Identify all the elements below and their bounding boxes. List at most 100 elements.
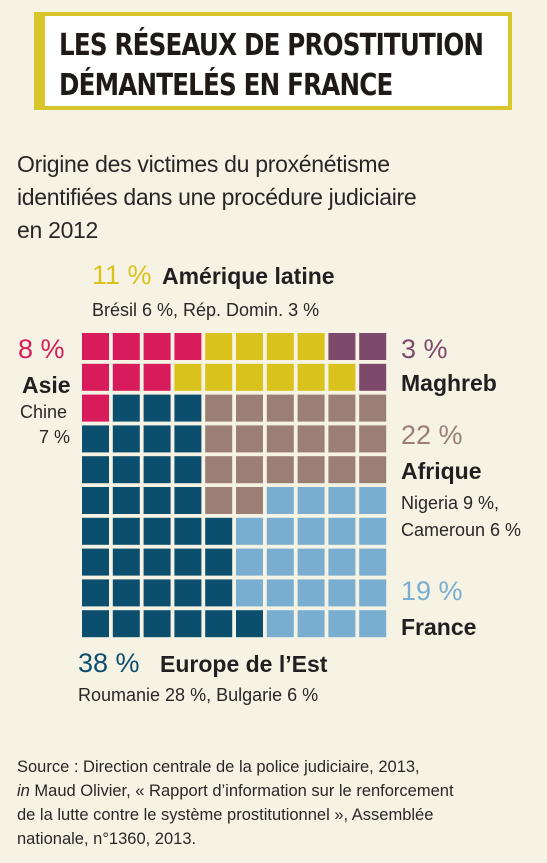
waffle-cell-afrique <box>236 456 263 484</box>
waffle-cell-europe-de-l-est <box>112 487 140 514</box>
waffle-cell-france <box>266 517 294 545</box>
waffle-cell-afrique <box>359 394 387 422</box>
waffle-cell-europe-de-l-est <box>174 394 202 422</box>
waffle-cell-europe-de-l-est <box>82 425 109 453</box>
waffle-cell-europe-de-l-est <box>112 456 140 484</box>
waffle-cell-france <box>266 487 294 514</box>
waffle-cell-amerique-latine <box>297 363 325 391</box>
waffle-cell-europe-de-l-est <box>236 610 263 638</box>
waffle-cell-france <box>297 487 325 514</box>
waffle-cell-france <box>266 548 294 576</box>
waffle-cell-afrique <box>236 487 263 514</box>
source-line-3: de la lutte contre le système prostituti… <box>17 806 434 824</box>
waffle-cell-maghreb <box>359 363 387 391</box>
waffle-cell-europe-de-l-est <box>205 548 233 576</box>
waffle-cell-afrique <box>328 394 356 422</box>
waffle-cell-amerique-latine <box>297 333 325 360</box>
amerique-region: Amérique latine <box>162 263 335 289</box>
waffle-cell-afrique <box>266 394 294 422</box>
source-line-1: Source : Direction centrale de la police… <box>17 758 420 776</box>
waffle-cell-afrique <box>205 456 233 484</box>
europe-detail: Roumanie 28 %, Bulgarie 6 % <box>78 685 319 705</box>
source-line-2: Maud Olivier, « Rapport d’information su… <box>29 782 454 800</box>
waffle-cell-france <box>328 487 356 514</box>
waffle-cell-france <box>297 610 325 638</box>
asie-detail-1: Chine <box>20 402 68 422</box>
waffle-cell-europe-de-l-est <box>143 548 171 576</box>
waffle-cell-afrique <box>266 456 294 484</box>
waffle-cell-france <box>297 548 325 576</box>
waffle-cell-afrique <box>236 394 263 422</box>
waffle-cell-amerique-latine <box>328 363 356 391</box>
page-title-line-2: DÉMANTELÉS EN FRANCE <box>59 68 393 103</box>
afrique-pct: 22 % <box>401 420 463 450</box>
waffle-cell-europe-de-l-est <box>174 548 202 576</box>
waffle-cell-europe-de-l-est <box>174 425 202 453</box>
page-title-line-1: LES RÉSEAUX DE PROSTITUTION <box>59 28 484 63</box>
waffle-cell-amerique-latine <box>205 333 233 360</box>
waffle-cell-afrique <box>297 425 325 453</box>
waffle-cell-europe-de-l-est <box>112 517 140 545</box>
waffle-cell-france <box>328 517 356 545</box>
waffle-cell-france <box>328 548 356 576</box>
waffle-cell-france <box>359 610 387 638</box>
waffle-cell-france <box>236 517 263 545</box>
chart-subtitle: Origine des victimes du proxénétisme ide… <box>17 148 537 247</box>
waffle-cell-europe-de-l-est <box>82 548 109 576</box>
title-box: LES RÉSEAUX DE PROSTITUTION DÉMANTELÉS E… <box>34 12 512 110</box>
waffle-cell-europe-de-l-est <box>143 487 171 514</box>
asie-pct: 8 % <box>18 334 65 364</box>
asie-detail-2: 7 % <box>39 427 71 447</box>
afrique-region: Afrique <box>401 458 482 484</box>
waffle-cell-france <box>236 548 263 576</box>
label-europe-est: 38 % Europe de l’Est <box>78 648 327 679</box>
waffle-cell-amerique-latine <box>266 363 294 391</box>
waffle-cell-france <box>266 579 294 607</box>
waffle-cell-amerique-latine <box>236 333 263 360</box>
waffle-cell-asie <box>112 333 140 360</box>
waffle-cell-asie <box>112 363 140 391</box>
waffle-cell-afrique <box>297 456 325 484</box>
waffle-cell-france <box>328 579 356 607</box>
waffle-cell-europe-de-l-est <box>174 579 202 607</box>
waffle-cell-france <box>297 579 325 607</box>
waffle-cell-europe-de-l-est <box>143 425 171 453</box>
waffle-cell-france <box>297 517 325 545</box>
waffle-cell-europe-de-l-est <box>205 517 233 545</box>
waffle-cell-europe-de-l-est <box>174 456 202 484</box>
waffle-cell-asie <box>143 333 171 360</box>
amerique-detail: Brésil 6 %, Rép. Domin. 3 % <box>92 300 320 320</box>
waffle-cell-europe-de-l-est <box>112 425 140 453</box>
waffle-cell-france <box>236 579 263 607</box>
subtitle-line-3: en 2012 <box>17 217 99 243</box>
waffle-cell-france <box>359 579 387 607</box>
waffle-cell-europe-de-l-est <box>143 579 171 607</box>
source-note: Source : Direction centrale de la police… <box>17 755 537 851</box>
asie-region: Asie <box>22 372 71 398</box>
europe-pct: 38 % <box>78 648 140 678</box>
waffle-cell-afrique <box>359 456 387 484</box>
waffle-cell-europe-de-l-est <box>143 456 171 484</box>
afrique-detail-2: Cameroun 6 % <box>401 520 522 540</box>
waffle-cell-afrique <box>359 425 387 453</box>
waffle-cell-france <box>359 487 387 514</box>
waffle-cell-europe-de-l-est <box>174 487 202 514</box>
waffle-cell-europe-de-l-est <box>82 456 109 484</box>
waffle-cell-afrique <box>236 425 263 453</box>
amerique-pct: 11 % <box>92 260 152 290</box>
source-line-2-wrap: in Maud Olivier, « Rapport d’information… <box>17 779 537 803</box>
waffle-cell-afrique <box>205 487 233 514</box>
source-line-4: nationale, n°1360, 2013. <box>17 830 197 848</box>
subtitle-line-1: Origine des victimes du proxénétisme <box>17 151 390 177</box>
waffle-cell-europe-de-l-est <box>112 394 140 422</box>
waffle-cell-europe-de-l-est <box>143 610 171 638</box>
label-amerique-latine: 11 % Amérique latine <box>92 260 335 291</box>
waffle-cell-amerique-latine <box>174 363 202 391</box>
waffle-cell-amerique-latine <box>266 333 294 360</box>
maghreb-pct: 3 % <box>401 334 448 364</box>
maghreb-region: Maghreb <box>401 370 497 396</box>
waffle-cell-asie <box>174 333 202 360</box>
waffle-cell-france <box>266 610 294 638</box>
waffle-cell-asie <box>82 333 109 360</box>
